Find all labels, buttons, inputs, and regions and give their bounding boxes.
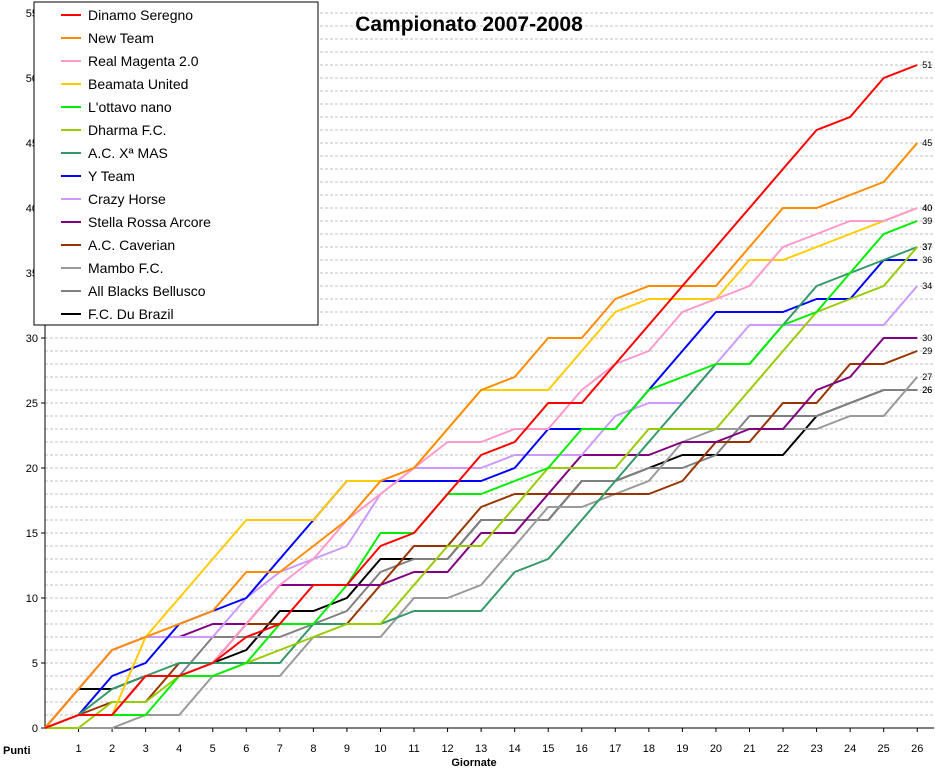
x-axis-label: Giornate	[451, 757, 496, 769]
x-tick-label: 19	[676, 743, 688, 755]
y-axis-label: Punti	[3, 745, 31, 757]
legend: Dinamo Seregno New Team Real Magenta 2.0 Be…	[33, 1, 319, 326]
x-tick-label: 10	[374, 743, 386, 755]
series-line	[44, 285, 918, 729]
x-tick-label: 24	[844, 743, 856, 755]
x-tick-label: 11	[408, 743, 419, 755]
end-label: 30	[922, 333, 932, 343]
series-line	[44, 64, 918, 729]
x-tick-label: 12	[441, 743, 453, 755]
end-label: 39	[922, 216, 932, 226]
legend-label: L'ottavo nano	[88, 99, 172, 115]
x-tick-label: 5	[210, 743, 216, 755]
legend-label: Mambo F.C.	[88, 260, 163, 276]
x-tick-label: 3	[143, 743, 149, 755]
x-tick-label: 8	[310, 743, 316, 755]
x-tick-labels: 1 2 3 4 5 6 7 8 9 10 11 12 13 14 15 16 17 18 19 20 21 22 23 24 2…	[75, 743, 923, 755]
legend-label: A.C. Caverian	[88, 237, 175, 253]
x-tick-label: 6	[243, 743, 249, 755]
series-line	[44, 337, 918, 729]
x-tick-label: 14	[509, 743, 521, 755]
y-tick-label: 5	[32, 658, 38, 670]
x-tick-label: 23	[810, 743, 822, 755]
legend-label: Beamata United	[88, 76, 188, 92]
y-tick-label: 15	[26, 528, 38, 540]
x-tick-label: 18	[643, 743, 655, 755]
x-tick-label: 17	[609, 743, 621, 755]
x-tick-label: 15	[542, 743, 554, 755]
legend-label: New Team	[88, 30, 154, 46]
legend-label: Real Magenta 2.0	[88, 53, 199, 69]
series-line	[44, 350, 918, 729]
legend-label: F.C. Du Brazil	[88, 306, 174, 322]
legend-label: A.C. Xª MAS	[88, 145, 168, 161]
legend-label: Dinamo Seregno	[88, 7, 193, 23]
x-tick-label: 9	[344, 743, 350, 755]
series-line	[44, 142, 918, 729]
end-label: 27	[922, 372, 932, 382]
x-tick-label: 13	[475, 743, 487, 755]
x-tick-label: 2	[109, 743, 115, 755]
end-label: 37	[922, 242, 932, 252]
end-label: 34	[922, 281, 932, 291]
x-tick-label: 26	[911, 743, 923, 755]
end-label: 40	[922, 203, 932, 213]
series-lines	[44, 64, 918, 729]
y-tick-label: 25	[26, 398, 38, 410]
legend-label: Y Team	[88, 168, 135, 184]
end-label: 37	[922, 242, 932, 252]
end-label: 29	[922, 346, 932, 356]
series-line	[44, 220, 918, 729]
y-tick-label: 30	[26, 333, 38, 345]
x-tick-label: 25	[878, 743, 890, 755]
x-tick-label: 16	[576, 743, 588, 755]
end-label: 40	[922, 203, 932, 213]
x-tick-label: 20	[710, 743, 722, 755]
x-tick-label: 21	[743, 743, 755, 755]
x-tick-label: 7	[277, 743, 283, 755]
legend-label: All Blacks Bellusco	[88, 283, 206, 299]
end-label: 26	[922, 385, 932, 395]
end-label: 45	[922, 138, 932, 148]
x-tick-label: 4	[176, 743, 182, 755]
legend-label: Stella Rossa Arcore	[88, 214, 211, 230]
chart-title: Campionato 2007-2008	[355, 13, 583, 36]
x-tick-label: 1	[75, 743, 81, 755]
y-tick-label: 10	[26, 593, 38, 605]
y-tick-label: 0	[32, 723, 38, 735]
end-label: 36	[922, 255, 932, 265]
legend-box	[33, 1, 319, 326]
legend-label: Crazy Horse	[88, 191, 166, 207]
legend-label: Dharma F.C.	[88, 122, 167, 138]
end-label: 51	[922, 60, 932, 70]
x-tick-label: 22	[777, 743, 789, 755]
end-label: 26	[922, 385, 932, 395]
y-tick-label: 20	[26, 463, 38, 475]
